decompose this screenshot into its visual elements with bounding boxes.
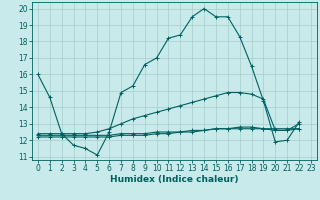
X-axis label: Humidex (Indice chaleur): Humidex (Indice chaleur) [110, 175, 239, 184]
